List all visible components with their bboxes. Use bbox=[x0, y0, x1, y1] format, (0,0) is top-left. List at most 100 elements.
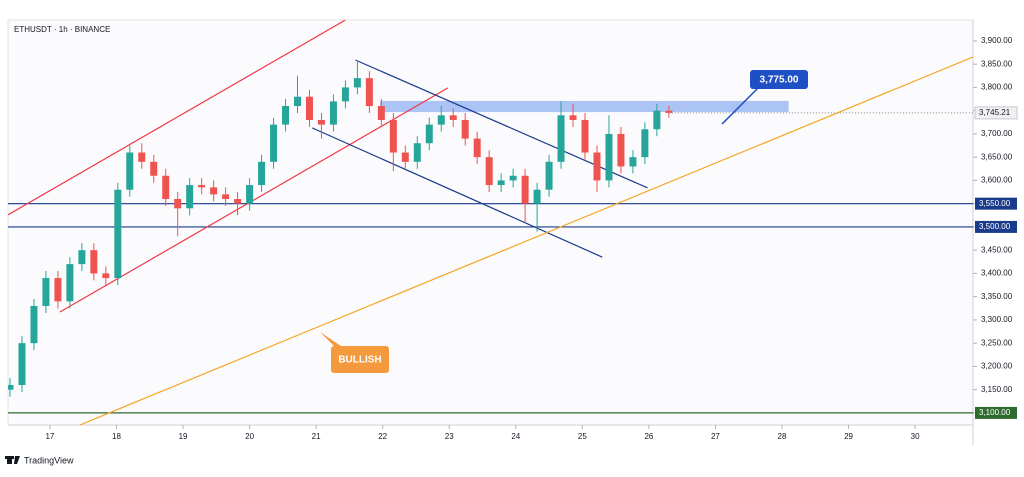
candle-body bbox=[162, 175, 170, 200]
y-tick-label: 3,250.00 bbox=[981, 338, 1013, 347]
candle-body bbox=[186, 185, 194, 209]
x-tick-label: 19 bbox=[179, 432, 188, 441]
x-tick-label: 22 bbox=[378, 432, 387, 441]
candle-body bbox=[461, 119, 469, 139]
candle-body bbox=[90, 250, 98, 274]
level-box bbox=[975, 220, 1017, 233]
plot bbox=[8, 20, 973, 425]
candle-body bbox=[198, 185, 206, 188]
candle-body bbox=[629, 157, 637, 167]
candle-body bbox=[401, 152, 409, 162]
candle-body bbox=[497, 180, 505, 186]
candle-body bbox=[473, 138, 481, 158]
candle-body bbox=[174, 199, 182, 209]
candle-body bbox=[126, 152, 134, 190]
trendline bbox=[311, 127, 603, 258]
x-tick-label: 17 bbox=[45, 432, 54, 441]
candle-body bbox=[54, 278, 62, 302]
level-box bbox=[975, 406, 1017, 419]
candle-body bbox=[437, 115, 445, 125]
x-tick-label: 30 bbox=[911, 432, 920, 441]
x-tick-label: 26 bbox=[644, 432, 653, 441]
candle-body bbox=[521, 175, 529, 204]
x-tick-label: 27 bbox=[711, 432, 720, 441]
candle-body bbox=[485, 157, 493, 186]
y-tick-label: 3,300.00 bbox=[981, 315, 1013, 324]
candle-body bbox=[42, 278, 50, 306]
level-box bbox=[975, 197, 1017, 210]
candle-body bbox=[114, 189, 122, 279]
candle-body bbox=[317, 119, 325, 125]
candle-body bbox=[66, 264, 74, 302]
candle-body bbox=[665, 110, 673, 113]
x-tick-label: 28 bbox=[778, 432, 787, 441]
candle-body bbox=[389, 119, 397, 153]
candle-body bbox=[641, 129, 649, 158]
y-tick-label: 3,650.00 bbox=[981, 152, 1013, 161]
x-tick-label: 20 bbox=[245, 432, 254, 441]
candle-body bbox=[557, 115, 565, 162]
level-label: 3,550.00 bbox=[979, 199, 1011, 208]
y-tick-label: 3,850.00 bbox=[981, 59, 1013, 68]
candle-body bbox=[8, 385, 14, 390]
plot-area bbox=[7, 19, 974, 426]
x-tick-label: 23 bbox=[445, 432, 454, 441]
candle-body bbox=[449, 115, 457, 120]
logo-mark bbox=[5, 456, 14, 459]
x-tick-label: 24 bbox=[511, 432, 520, 441]
chart-title: ETHUSDT · 1h · BINANCE bbox=[14, 25, 110, 34]
candle-body bbox=[377, 106, 385, 120]
candle-body bbox=[102, 273, 110, 279]
y-tick-label: 3,350.00 bbox=[981, 292, 1013, 301]
candle-body bbox=[210, 187, 218, 195]
logo-mark bbox=[14, 456, 20, 464]
x-tick-label: 25 bbox=[578, 432, 587, 441]
candle-body bbox=[653, 110, 661, 130]
callout-pointer bbox=[320, 332, 344, 348]
candle-body bbox=[78, 250, 86, 265]
candle-body bbox=[509, 175, 517, 181]
trendline bbox=[8, 20, 346, 216]
y-tick-label: 3,700.00 bbox=[981, 129, 1013, 138]
candle-body bbox=[138, 152, 146, 162]
candle-body bbox=[413, 143, 421, 162]
candle-body bbox=[294, 96, 301, 107]
y-tick-label: 3,150.00 bbox=[981, 385, 1013, 394]
trendline bbox=[79, 56, 973, 425]
candle-body bbox=[30, 305, 38, 344]
callout-pointer bbox=[721, 87, 759, 125]
x-tick-label: 21 bbox=[312, 432, 321, 441]
candle-body bbox=[581, 119, 589, 153]
candle-body bbox=[305, 96, 313, 120]
y-tick-label: 3,200.00 bbox=[981, 362, 1013, 371]
candle-body bbox=[258, 161, 266, 186]
logo bbox=[5, 456, 20, 464]
callout-label: BULLISH bbox=[338, 355, 381, 366]
candle-body bbox=[270, 124, 278, 162]
callout-box bbox=[331, 346, 389, 373]
candle-body bbox=[18, 343, 26, 386]
candle-body bbox=[545, 161, 553, 190]
logo-mark bbox=[7, 456, 12, 464]
last-price-box bbox=[974, 106, 1018, 120]
y-tick-label: 3,450.00 bbox=[981, 245, 1013, 254]
level-label: 3,500.00 bbox=[979, 222, 1011, 231]
resistance-zone bbox=[380, 100, 789, 113]
last-price-label: 3,745.21 bbox=[979, 108, 1011, 117]
candle-body bbox=[617, 133, 625, 167]
candle-body bbox=[569, 115, 577, 120]
candle-body bbox=[282, 106, 290, 125]
y-tick-label: 3,400.00 bbox=[981, 269, 1013, 278]
candle-body bbox=[593, 152, 601, 181]
callout-box bbox=[750, 70, 808, 89]
candle-body bbox=[533, 189, 541, 204]
candle-body bbox=[341, 87, 349, 102]
candle-body bbox=[222, 194, 230, 200]
candle-body bbox=[365, 78, 373, 107]
candle-body bbox=[246, 185, 254, 204]
x-tick-label: 29 bbox=[844, 432, 853, 441]
y-tick-label: 3,900.00 bbox=[981, 36, 1013, 45]
candle-body bbox=[234, 199, 242, 204]
